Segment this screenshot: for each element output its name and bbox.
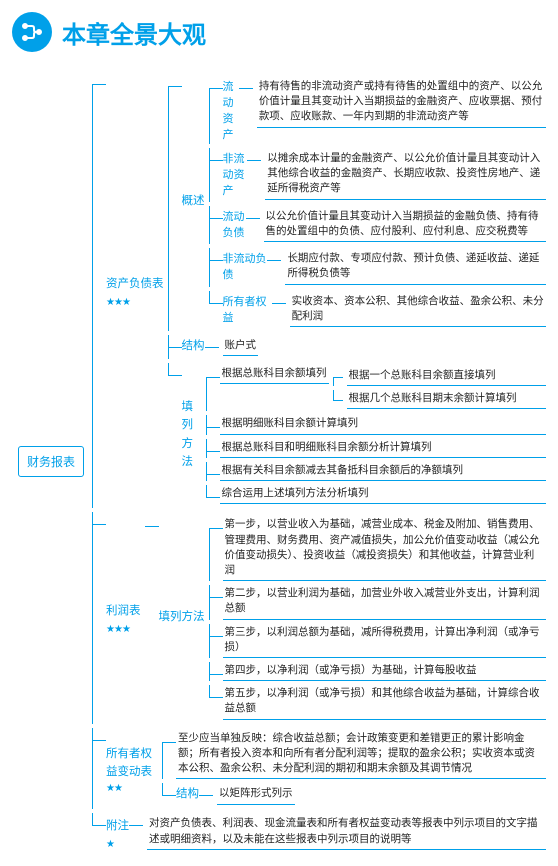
leaf-text: 综合运用上述填列方法分析填列 [220,485,546,504]
leaf-text: 第五步，以净利润（或净亏损）和其他综合收益为基础，计算综合收益总额 [223,685,546,719]
step-3: 第三步，以利润总额为基础，减所得税费用，计算出净利润（或净亏损） [209,624,546,658]
leaf-text: 第四步，以净利润（或净亏损）为基础，计算每股收益 [223,662,546,681]
node-noncurr-assets: 非流动资产 以摊余成本计量的金融资产、以公允价值计量且其变动计入其他综合收益的金… [209,148,546,202]
node-equity-change: 所有者权益变动表 ★★ 至少应当单独反映：综合收益总额；会计政策变更和差错更正的… [92,728,546,810]
eqchange-label: 所有者权益变动表 [106,743,162,784]
stars-icon: ★★★ [106,297,130,308]
noncurr-liab-label: 非流动负债 [223,248,272,284]
leaf-text: 第二步，以营业利润为基础，加营业外收入减营业外支出，计算利润总额 [223,585,546,619]
income-label: 利润表 [106,600,145,624]
leaf-text: 根据总账科目和明细账科目余额分析计算填列 [220,439,546,458]
leaf-text: 根据明细账科目余额计算填列 [220,415,546,434]
node-bs-structure: 结构 账户式 [168,335,546,359]
stars-icon: ★ [106,839,114,850]
page-title: 本章全景大观 [62,15,206,50]
overview-label: 概述 [182,190,209,214]
leaf-text: 第一步，以营业收入为基础，减营业成本、税金及附加、销售费用、管理费用、财务费用、… [223,516,546,581]
node-fill-m5: 综合运用上述填列方法分析填列 [206,485,546,504]
leaf-text: 对资产负债表、利润表、现金流量表和所有者权益变动表等报表中列示项目的文字描述或明… [147,815,546,849]
flow-icon [12,12,52,52]
leaf-text: 实收资本、资本公积、其他综合收益、盈余公积、未分配利润 [290,293,546,327]
node-noncurr-liab: 非流动负债 长期应付款、专项应付款、预计负债、递延收益、递延所得税负债等 [209,248,546,286]
root-node: 财务报表 [18,446,84,477]
leaf-text: 以矩阵形式列示 [217,785,295,804]
leaf-text: 根据一个总账科目余额直接填列 [347,367,546,386]
equity-label: 所有者权益 [223,291,276,327]
node-balance-sheet: 资产负债表 ★★★ 概述 流动资产 [92,72,546,508]
node-income: 利润表 ★★★ 填列方法 第一步，以营业收入为基础，减营业成本、税金及附加、销售… [92,512,546,723]
stars-icon: ★★ [106,783,122,794]
node-income-fill: 填列方法 第一步，以营业收入为基础，减营业成本、税金及附加、销售费用、管理费用、… [145,514,546,721]
leaf-text: 根据有关科目余额减去其备抵科目余额后的净额填列 [220,462,546,481]
node-curr-liab: 流动负债 以公允价值计量且其变动计入当期损益的金融负债、持有待售的处置组中的负债… [209,206,546,244]
curr-assets-label: 流动资产 [223,76,243,144]
page-header: 本章全景大观 [12,12,546,52]
eqchange-structure: 结构 以矩阵形式列示 [162,783,546,807]
bsheet-label: 资产负债表 [106,273,168,297]
node-overview: 概述 流动资产 持有待售的非流动资产或持有待售的处置组中的资产、以公允价值计量且… [168,74,546,331]
stars-icon: ★★★ [106,624,130,635]
m1-label: 根据总账科目余额填列 [220,365,329,384]
eqchange-p1: 至少应当单独反映：综合收益总额；会计政策变更和差错更正的累计影响金额；所有者投入… [162,730,546,780]
leaf-text: 第三步，以利润总额为基础，减所得税费用，计算出净利润（或净亏损） [223,624,546,658]
node-fill-m4: 根据有关科目余额减去其备抵科目余额后的净额填列 [206,462,546,481]
node-curr-assets: 流动资产 持有待售的非流动资产或持有待售的处置组中的资产、以公允价值计量且其变动… [209,76,546,144]
leaf-text: 至少应当单独反映：综合收益总额；会计政策变更和差错更正的累计影响金额；所有者投入… [176,730,546,780]
node-fill-m3: 根据总账科目和明细账科目余额分析计算填列 [206,439,546,458]
step-5: 第五步，以净利润（或净亏损）和其他综合收益为基础，计算综合收益总额 [209,685,546,719]
leaf-text: 根据几个总账科目期末余额计算填列 [347,390,546,409]
curr-liab-label: 流动负债 [223,206,250,242]
leaf-text: 长期应付款、专项应付款、预计负债、递延收益、递延所得税负债等 [285,250,546,284]
leaf-text: 以公允价值计量且其变动计入当期损益的金融负债、持有待售的处置组中的负债、应付股利… [264,208,546,242]
income-fill-label: 填列方法 [159,606,209,630]
step-4: 第四步，以净利润（或净亏损）为基础，计算每股收益 [209,662,546,681]
leaf-text: 持有待售的非流动资产或持有待售的处置组中的资产、以公允价值计量且其变动计入当期损… [257,78,546,128]
node-fill-m2: 根据明细账科目余额计算填列 [206,415,546,434]
leaf-text: 账户式 [223,337,259,356]
step-1: 第一步，以营业收入为基础，减营业成本、税金及附加、销售费用、管理费用、财务费用、… [209,516,546,581]
notes-label: 附注 [106,815,133,839]
noncurr-assets-label: 非流动资产 [223,148,252,200]
fill-label: 填列方法 [182,396,206,474]
node-equity: 所有者权益 实收资本、资本公积、其他综合收益、盈余公积、未分配利润 [209,291,546,329]
step-2: 第二步，以营业利润为基础，加营业外收入减营业外支出，计算利润总额 [209,585,546,619]
leaf-text: 以摊余成本计量的金融资产、以公允价值计量且其变动计入其他综合收益的金融资产、长期… [265,150,546,200]
node-notes: 附注 ★ 对资产负债表、利润表、现金流量表和所有者权益变动表等报表中列示项目的文… [92,813,546,851]
node-fill-m1: 根据总账科目余额填列 根据一个总账科目余额直接填列 根据几个总账科目期末余额计算… [206,365,546,411]
node-bs-fill: 填列方法 根据总账科目余额填列 根据一个总账科目余额直接填列 根据几个总账科目期… [168,363,546,506]
tree-root: 财务报表 资产负债表 ★★★ 概述 [18,70,546,854]
